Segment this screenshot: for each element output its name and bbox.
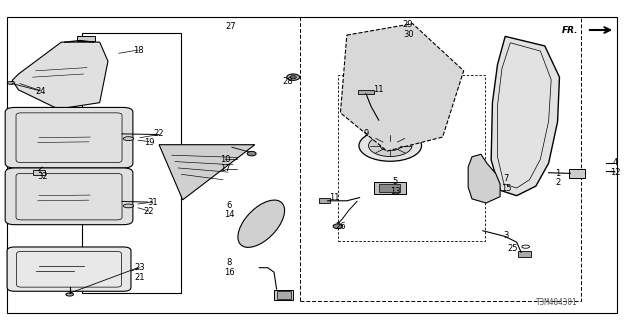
Text: 9: 9 xyxy=(364,129,369,138)
Text: 15: 15 xyxy=(501,184,512,193)
Polygon shape xyxy=(491,36,559,196)
Text: 18: 18 xyxy=(132,45,143,55)
Text: 14: 14 xyxy=(224,210,235,219)
Text: 23: 23 xyxy=(134,263,145,272)
Bar xyxy=(374,182,406,195)
Text: 29: 29 xyxy=(403,20,413,29)
FancyBboxPatch shape xyxy=(7,247,131,291)
Text: T3M484301: T3M484301 xyxy=(536,298,577,307)
Bar xyxy=(518,252,531,257)
Ellipse shape xyxy=(287,74,300,80)
Text: 7: 7 xyxy=(504,174,509,183)
Ellipse shape xyxy=(290,76,296,79)
Bar xyxy=(33,170,45,175)
Ellipse shape xyxy=(333,224,342,229)
Text: 1: 1 xyxy=(555,169,560,178)
Text: 30: 30 xyxy=(403,30,413,39)
Text: 16: 16 xyxy=(224,268,235,277)
Ellipse shape xyxy=(124,137,134,140)
Ellipse shape xyxy=(359,130,422,161)
Text: 32: 32 xyxy=(37,172,47,181)
Text: 2: 2 xyxy=(555,179,560,188)
Bar xyxy=(300,17,580,301)
Bar xyxy=(319,198,330,203)
Polygon shape xyxy=(340,24,464,151)
Bar xyxy=(379,184,401,193)
Ellipse shape xyxy=(247,151,256,156)
Text: 27: 27 xyxy=(225,22,236,31)
Polygon shape xyxy=(569,169,585,179)
FancyBboxPatch shape xyxy=(5,168,133,225)
Polygon shape xyxy=(468,154,500,203)
Text: 4: 4 xyxy=(612,158,618,167)
Text: 11: 11 xyxy=(329,193,339,202)
Polygon shape xyxy=(12,42,108,109)
Text: 22: 22 xyxy=(154,129,164,138)
Bar xyxy=(83,33,180,293)
Text: 19: 19 xyxy=(143,138,154,147)
Ellipse shape xyxy=(369,135,412,156)
Ellipse shape xyxy=(238,200,285,247)
Text: FR.: FR. xyxy=(562,26,579,35)
Ellipse shape xyxy=(124,204,134,208)
Polygon shape xyxy=(159,145,255,200)
Text: 17: 17 xyxy=(220,164,231,173)
Text: 26: 26 xyxy=(335,222,346,231)
Text: 31: 31 xyxy=(147,197,158,206)
Text: 3: 3 xyxy=(504,231,509,240)
Text: 24: 24 xyxy=(35,87,45,96)
Text: 21: 21 xyxy=(134,273,145,282)
Text: 11: 11 xyxy=(374,85,384,94)
Bar xyxy=(77,36,95,42)
Ellipse shape xyxy=(380,140,401,151)
Ellipse shape xyxy=(7,82,15,84)
Text: 12: 12 xyxy=(610,168,620,177)
Ellipse shape xyxy=(66,293,74,296)
Text: 8: 8 xyxy=(227,258,232,267)
Bar xyxy=(358,90,374,94)
Text: 6: 6 xyxy=(227,201,232,210)
Bar xyxy=(274,290,293,300)
Text: 13: 13 xyxy=(390,187,401,196)
Text: 5: 5 xyxy=(393,177,398,186)
FancyBboxPatch shape xyxy=(5,108,133,168)
Text: 25: 25 xyxy=(508,244,518,253)
Text: 10: 10 xyxy=(220,155,231,164)
Text: 28: 28 xyxy=(283,77,293,86)
Bar xyxy=(276,291,291,299)
Bar xyxy=(338,75,484,241)
Text: 22: 22 xyxy=(143,207,154,216)
